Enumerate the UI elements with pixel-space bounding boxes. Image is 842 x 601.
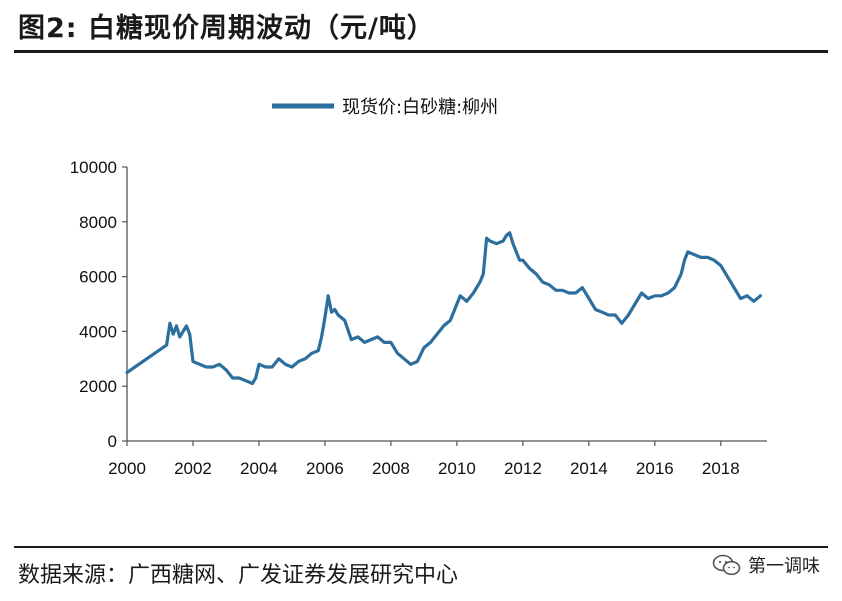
x-tick-label: 2004 xyxy=(240,459,278,478)
series-line-0 xyxy=(125,231,762,386)
x-tick-label: 2018 xyxy=(702,459,740,478)
watermark: 第一调味 xyxy=(712,552,820,578)
y-tick-label: 2000 xyxy=(79,377,117,396)
x-tick-label: 2012 xyxy=(504,459,542,478)
y-tick-label: 0 xyxy=(108,432,117,451)
title-divider xyxy=(14,50,828,53)
chart-ticks: 0 2000 4000 6000 8000 10000 2000 2002 2004 2006 20… xyxy=(70,158,740,478)
figure-title: 图2: 白糖现价周期波动（元/吨） xyxy=(18,13,435,44)
source-divider xyxy=(14,546,828,548)
x-tick-label: 2016 xyxy=(636,459,674,478)
chart-axes xyxy=(126,167,767,442)
watermark-text: 第一调味 xyxy=(748,556,820,577)
y-tick-label: 6000 xyxy=(79,268,117,287)
x-tick-label: 2010 xyxy=(438,459,476,478)
y-tick-label: 8000 xyxy=(79,213,117,232)
x-tick-label: 2000 xyxy=(108,459,146,478)
y-tick-label: 4000 xyxy=(79,322,117,341)
x-tick-label: 2002 xyxy=(174,459,212,478)
x-tick-label: 2006 xyxy=(306,459,344,478)
x-tick-label: 2008 xyxy=(372,459,410,478)
chart-series xyxy=(125,231,762,386)
y-tick-label: 10000 xyxy=(70,158,117,177)
x-tick-label: 2014 xyxy=(570,459,608,478)
chart-legend: 现货价:白砂糖:柳州 xyxy=(272,97,498,118)
legend-label: 现货价:白砂糖:柳州 xyxy=(342,97,498,118)
source-note: 数据来源：广西糖网、广发证券发展研究中心 xyxy=(18,563,459,588)
wechat-icon xyxy=(712,554,741,576)
line-chart: 现货价:白砂糖:柳州 0 2000 4000 6000 8000 10000 2000 200… xyxy=(70,97,767,478)
